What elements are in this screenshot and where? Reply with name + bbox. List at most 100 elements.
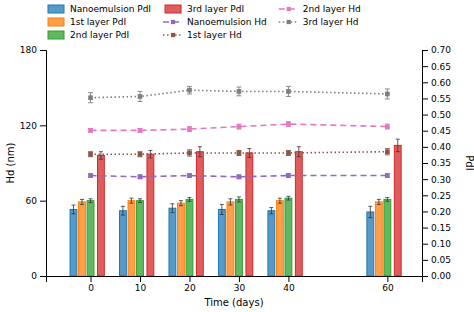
error-bar — [138, 175, 143, 179]
tick-mark — [422, 147, 428, 148]
tick-label: 0.35 — [431, 158, 451, 168]
marker — [88, 173, 93, 178]
error-bar — [228, 199, 232, 205]
line-series — [88, 149, 390, 157]
tick-label: 60 — [26, 196, 38, 206]
marker — [237, 124, 242, 129]
error-bar — [187, 86, 192, 94]
tick-mark — [422, 98, 428, 99]
error-bar — [88, 128, 93, 132]
tick: 0.25 — [422, 191, 451, 201]
x-axis-title: Time (days) — [203, 297, 263, 308]
tick: 0.60 — [422, 78, 451, 88]
tick-mark — [422, 115, 428, 116]
bar — [128, 201, 135, 276]
legend-swatch — [48, 5, 64, 13]
bar — [178, 203, 185, 276]
tick-mark — [422, 131, 428, 132]
error-bar — [236, 175, 241, 179]
tick: 10 — [135, 276, 147, 293]
legend-label: 2nd layer Hd — [303, 4, 361, 14]
bar — [120, 211, 127, 276]
error-bar — [396, 139, 400, 152]
tick: 0.35 — [422, 158, 451, 168]
tick: 0.15 — [422, 223, 451, 233]
line — [91, 124, 388, 130]
bar — [246, 153, 253, 276]
error-bar — [88, 174, 93, 178]
marker — [385, 124, 390, 129]
marks — [70, 86, 401, 276]
tick-mark — [422, 179, 428, 180]
bar — [295, 152, 302, 276]
tick-mark — [422, 50, 428, 51]
legend-label: 3rd layer PdI — [187, 4, 244, 14]
tick: 60 — [26, 196, 46, 206]
marker — [88, 95, 93, 100]
bar — [186, 199, 193, 276]
error-bar — [286, 150, 291, 155]
axis-line — [40, 51, 47, 277]
tick-mark — [239, 276, 240, 282]
error-bar — [237, 197, 241, 202]
marker — [385, 92, 390, 97]
bar — [227, 202, 234, 276]
bar — [87, 201, 94, 276]
bar — [384, 199, 391, 276]
bar — [98, 155, 105, 276]
marker — [286, 151, 291, 156]
tick-mark — [40, 276, 46, 277]
error-bar — [236, 124, 241, 129]
tick-mark — [189, 276, 190, 282]
bar — [79, 202, 86, 276]
tick-label: 0.60 — [431, 78, 451, 88]
error-bar — [71, 205, 75, 214]
marker — [138, 94, 143, 99]
bar-series — [79, 198, 383, 276]
tick: 20 — [184, 276, 196, 293]
bar — [147, 154, 154, 276]
error-bar — [187, 174, 192, 178]
error-bar — [138, 128, 143, 132]
tick-mark — [422, 82, 428, 83]
error-bar — [286, 196, 290, 200]
tick: 0.40 — [422, 142, 451, 152]
error-bar — [179, 201, 183, 206]
error-bar — [187, 127, 192, 132]
error-bar — [278, 198, 282, 203]
tick-mark — [422, 228, 428, 229]
error-bar — [129, 198, 133, 203]
bar — [276, 201, 283, 276]
tick-label: 0.70 — [431, 45, 451, 55]
bar — [70, 209, 77, 276]
tick-mark — [91, 276, 92, 282]
tick: 0 — [31, 271, 46, 281]
tick: 0.65 — [422, 62, 451, 72]
tick-label: 180 — [20, 45, 37, 55]
error-bar — [286, 86, 291, 96]
marker — [138, 152, 143, 157]
error-bar — [385, 149, 390, 155]
tick-mark — [288, 276, 289, 282]
marker — [88, 128, 93, 133]
chart-container: 010203040600601201800.000.050.100.150.20… — [0, 0, 474, 312]
error-bar — [170, 204, 174, 213]
tick-mark — [40, 125, 46, 126]
legend-label: 1st layer PdI — [70, 17, 126, 27]
marker — [286, 173, 291, 178]
legend-item: 3rd layer PdI — [165, 4, 244, 14]
legend-item: 2nd layer Hd — [279, 4, 361, 14]
tick-label: 120 — [20, 121, 37, 131]
legend-marker — [287, 7, 291, 11]
bar-series — [98, 139, 402, 276]
tick: 0.55 — [422, 94, 451, 104]
tick-mark — [422, 244, 428, 245]
tick-label: 0.45 — [431, 126, 451, 136]
tick-label: 0.10 — [431, 239, 451, 249]
tick-label: 0.65 — [431, 62, 451, 72]
legend-label: 3rd layer Hd — [303, 17, 359, 27]
legend-label: 2nd layer PdI — [70, 30, 129, 40]
bar — [394, 145, 401, 276]
marker — [138, 174, 143, 179]
axis-line — [47, 277, 423, 283]
